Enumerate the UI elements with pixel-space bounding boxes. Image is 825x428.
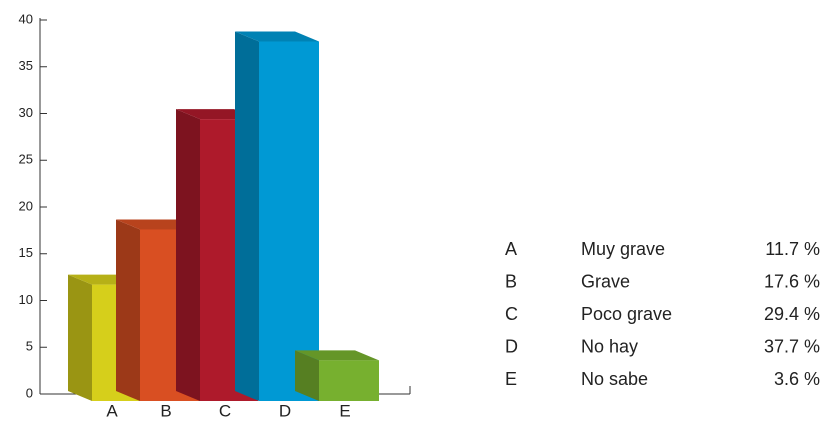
x-tick-label: B — [160, 401, 171, 420]
x-tick-label: C — [219, 401, 231, 420]
y-tick-label: 0 — [26, 385, 33, 400]
bar — [259, 41, 319, 401]
legend-value: 3.6 % — [774, 369, 820, 389]
legend-name: No sabe — [581, 369, 648, 389]
x-tick-label: A — [106, 401, 118, 420]
y-tick-label: 15 — [19, 245, 33, 260]
x-tick-label: E — [339, 401, 350, 420]
y-tick-label: 10 — [19, 292, 33, 307]
bar-side — [295, 350, 319, 401]
legend-value: 37.7 % — [764, 336, 820, 356]
bar — [319, 360, 379, 401]
x-tick-label: D — [279, 401, 291, 420]
y-tick-label: 30 — [19, 105, 33, 120]
legend-value: 29.4 % — [764, 304, 820, 324]
bar-top — [295, 350, 379, 361]
bar-side — [235, 31, 259, 401]
y-tick-label: 5 — [26, 339, 33, 354]
legend-key: E — [505, 369, 517, 389]
legend-name: Grave — [581, 271, 630, 291]
bar-side — [68, 274, 92, 401]
y-tick-label: 25 — [19, 152, 33, 167]
bar-side — [176, 109, 200, 402]
bar-top — [235, 31, 319, 42]
legend-name: No hay — [581, 336, 638, 356]
legend-name: Poco grave — [581, 304, 672, 324]
y-tick-label: 40 — [19, 11, 33, 26]
y-tick-label: 20 — [19, 198, 33, 213]
legend-name: Muy grave — [581, 239, 665, 259]
y-tick-label: 35 — [19, 58, 33, 73]
legend-value: 11.7 % — [765, 239, 820, 259]
legend-key: D — [505, 336, 518, 356]
bar-side — [116, 219, 140, 401]
legend-key: A — [505, 239, 517, 259]
legend-value: 17.6 % — [764, 271, 820, 291]
legend-key: C — [505, 304, 518, 324]
legend-key: B — [505, 271, 517, 291]
